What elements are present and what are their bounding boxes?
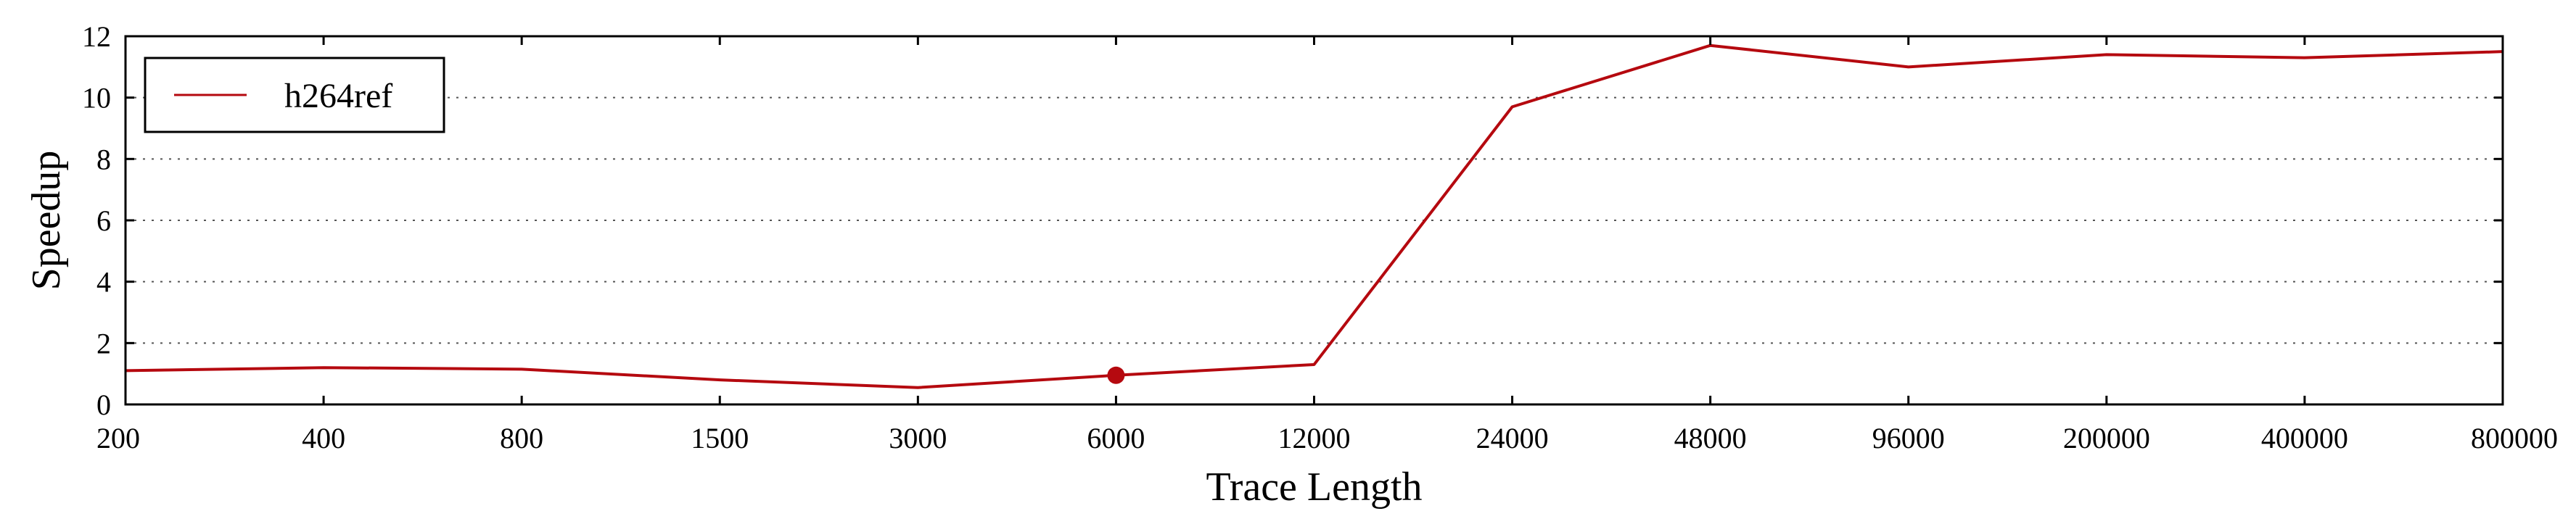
legend: h264ref [144,57,445,133]
x-tick-label: 1500 [691,422,749,454]
x-tick-label: 800 [500,422,543,454]
y-tick-label: 4 [96,266,111,299]
grid-lines [125,96,2503,344]
series-layer [125,43,2503,389]
x-tick-label: 48000 [1674,422,1747,454]
x-tick-label: 400 [302,422,345,454]
y-tick-label: 6 [96,204,111,237]
y-tick-label: 2 [96,327,111,359]
y-axis-title: Speedup [24,151,69,291]
series-line-h264ref [125,43,2503,389]
x-tick-label: 96000 [1872,422,1945,454]
x-axis-ticks: 200 400 800 1500 3000 6000 12000 24000 48000 9600… [96,36,2558,454]
y-axis-ticks: 0 2 4 6 8 10 12 [82,20,2503,421]
highlight-point [1107,366,1125,384]
y-tick-label: 0 [96,388,111,421]
x-tick-label: 24000 [1476,422,1549,454]
x-tick-label: 200 [96,422,140,454]
x-axis-title: Trace Length [1206,465,1422,510]
y-tick-label: 12 [82,20,111,53]
x-tick-label: 400000 [2261,422,2348,454]
x-tick-label: 200000 [2063,422,2150,454]
x-tick-label: 12000 [1278,422,1351,454]
y-tick-label: 10 [82,82,111,115]
legend-label-h264ref: h264ref [284,77,392,115]
x-tick-label: 3000 [889,422,947,454]
x-tick-label: 6000 [1087,422,1145,454]
x-tick-label: 800000 [2471,422,2558,454]
y-tick-label: 8 [96,143,111,175]
